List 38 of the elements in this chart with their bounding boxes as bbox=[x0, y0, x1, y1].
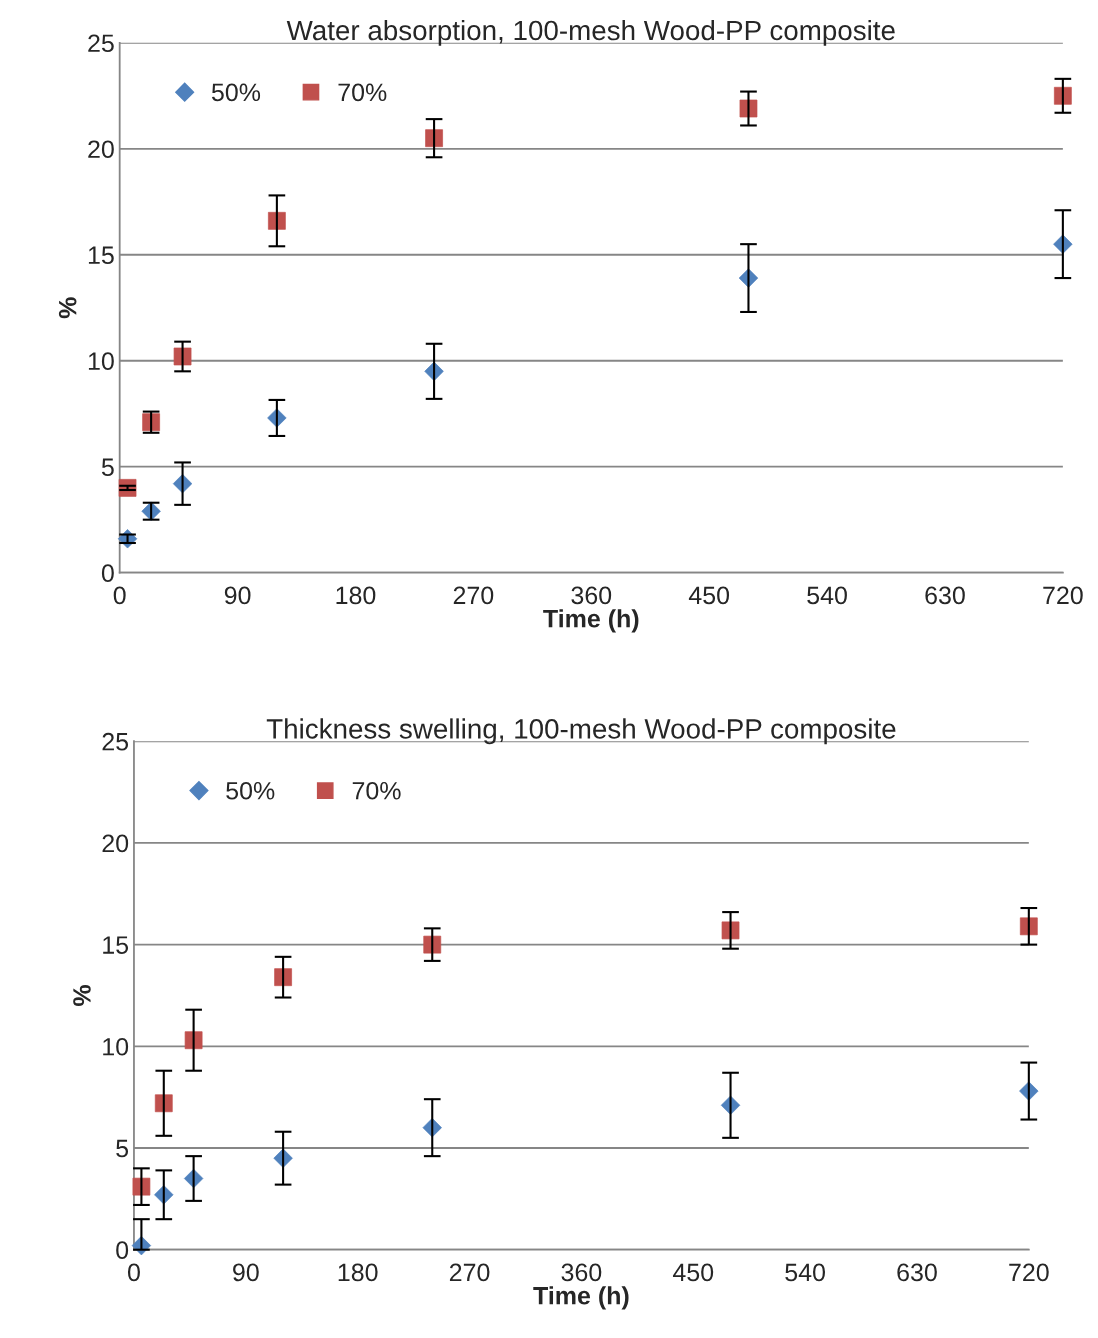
x-tick-label: 540 bbox=[785, 1263, 825, 1282]
x-tick-label: 180 bbox=[338, 1263, 378, 1282]
x-axis-title: Time (h) bbox=[533, 1286, 629, 1310]
x-tick-label: 720 bbox=[1043, 586, 1083, 605]
x-tick-label: 180 bbox=[336, 586, 376, 605]
y-tick-label: 0 bbox=[116, 1241, 129, 1259]
legend-label: 70% bbox=[338, 83, 387, 102]
y-tick-label: 15 bbox=[88, 246, 114, 265]
x-tick-label: 630 bbox=[897, 1263, 937, 1282]
x-tick-label: 450 bbox=[688, 586, 730, 605]
y-tick-label: 5 bbox=[116, 1139, 129, 1158]
y-tick-label: 25 bbox=[88, 34, 114, 53]
x-axis-title: Time (h) bbox=[543, 609, 639, 633]
y-axis-title: % bbox=[58, 297, 77, 319]
legend-label: 50% bbox=[226, 781, 275, 800]
y-axis-title: % bbox=[73, 985, 91, 1006]
legend-label: 50% bbox=[211, 83, 261, 102]
y-tick-label: 20 bbox=[88, 140, 114, 159]
y-tick-label: 10 bbox=[88, 352, 114, 371]
y-tick-label: 10 bbox=[103, 1037, 129, 1056]
y-tick-label: 15 bbox=[103, 936, 129, 954]
x-tick-label: 630 bbox=[925, 586, 965, 605]
x-tick-label: 720 bbox=[1009, 1263, 1049, 1282]
y-tick-label: 5 bbox=[101, 458, 114, 476]
chart-title: Water absorption, 100-mesh Wood-PP composite bbox=[286, 19, 895, 46]
y-tick-label: 25 bbox=[102, 732, 129, 751]
chart-title: Thickness swelling, 100-mesh Wood-PP composite bbox=[266, 718, 896, 745]
x-tick-label: 270 bbox=[449, 1263, 490, 1282]
x-tick-label: 450 bbox=[672, 1263, 714, 1282]
x-tick-label: 360 bbox=[561, 1263, 602, 1282]
x-tick-label: 360 bbox=[571, 586, 612, 605]
x-tick-label: 540 bbox=[807, 586, 847, 605]
legend-label: 70% bbox=[352, 781, 401, 800]
x-tick-label: 270 bbox=[453, 586, 494, 605]
y-tick-label: 20 bbox=[102, 834, 129, 853]
x-tick-label: 90 bbox=[224, 586, 251, 605]
y-tick-label: 0 bbox=[101, 564, 114, 582]
x-tick-label: 90 bbox=[233, 1263, 259, 1282]
